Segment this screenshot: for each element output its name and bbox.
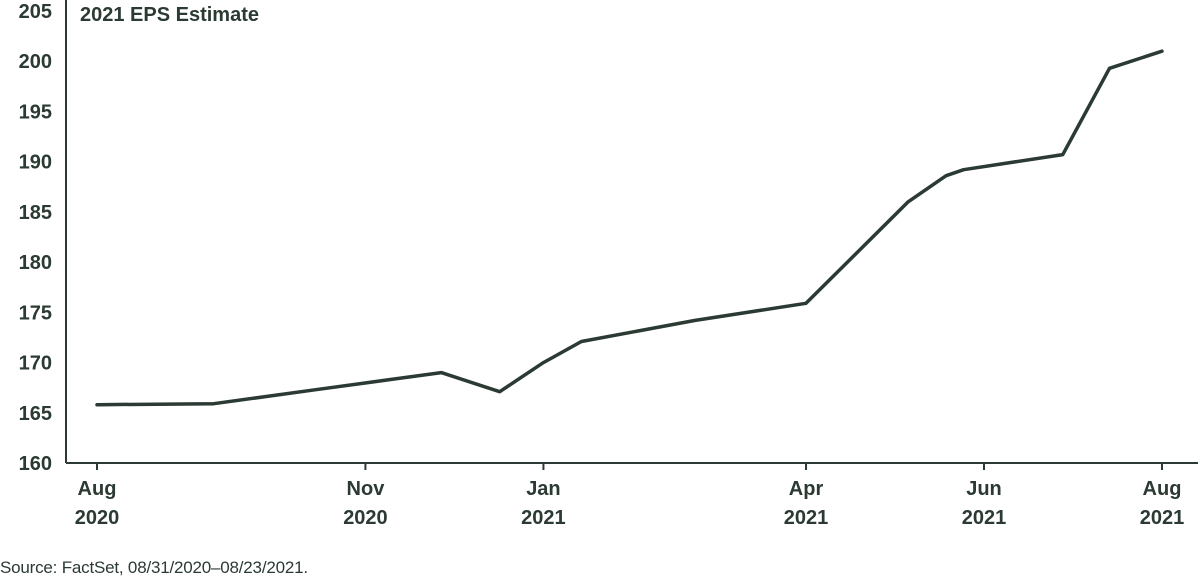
x-tick-label-month: Aug xyxy=(1143,478,1182,500)
y-tick-label: 195 xyxy=(19,101,52,123)
y-tick-label: 170 xyxy=(19,353,52,375)
y-tick-label: 205 xyxy=(19,1,52,23)
y-axis-labels: 160 165 170 175 180 185 190 195 200 205 xyxy=(19,1,52,475)
x-tick-label-month: Jun xyxy=(966,478,1002,500)
x-tick-label-year: 2020 xyxy=(343,507,388,529)
y-tick-label: 200 xyxy=(19,51,52,73)
series-line xyxy=(95,49,1164,407)
eps-line-chart: 160 165 170 175 180 185 190 195 200 205 Aug 2020 No… xyxy=(19,0,1198,529)
series-group xyxy=(95,49,1164,407)
y-tick-label: 175 xyxy=(19,302,52,324)
x-tick-label-year: 2020 xyxy=(75,507,120,529)
source-note: Source: FactSet, 08/31/2020–08/23/2021. xyxy=(0,558,308,577)
x-axis-ticks: Aug 2020 Nov 2020 Jan 2021 Apr 2021 Jun 2021 Aug 20… xyxy=(75,463,1185,529)
y-tick-label: 160 xyxy=(19,453,52,475)
y-tick-label: 185 xyxy=(19,202,52,224)
x-tick-label-month: Jan xyxy=(526,478,560,500)
y-tick-label: 190 xyxy=(19,152,52,174)
x-tick-label-month: Apr xyxy=(789,478,824,500)
y-tick-label: 165 xyxy=(19,403,52,425)
x-tick-label-year: 2021 xyxy=(521,507,566,529)
x-tick-label-year: 2021 xyxy=(784,507,829,529)
y-tick-label: 180 xyxy=(19,252,52,274)
x-tick-label-year: 2021 xyxy=(962,507,1007,529)
x-tick-label-year: 2021 xyxy=(1140,507,1185,529)
x-tick-label-month: Nov xyxy=(347,478,386,500)
x-tick-label-month: Aug xyxy=(78,478,117,500)
chart-title: 2021 EPS Estimate xyxy=(80,4,259,26)
